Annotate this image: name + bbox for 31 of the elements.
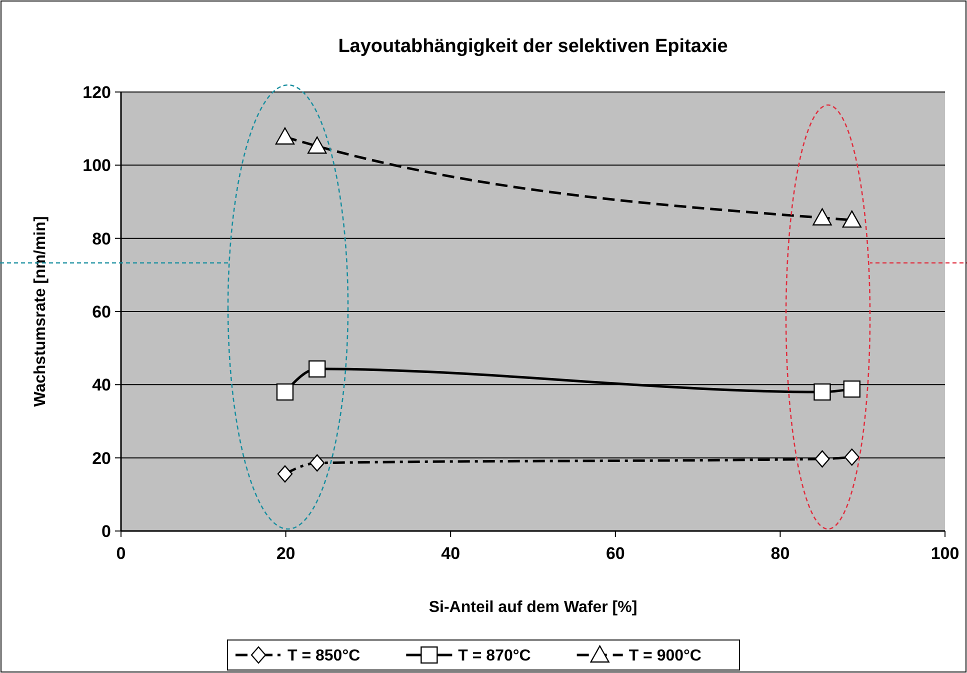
- point: [843, 380, 860, 398]
- point: [308, 360, 326, 378]
- point: [276, 383, 294, 401]
- point: [842, 210, 862, 228]
- point: [308, 136, 327, 154]
- x-tick-label: 100: [930, 544, 960, 563]
- y-tick-label: 60: [92, 302, 111, 322]
- y-tick-label: 120: [82, 82, 111, 102]
- y-tick-label: 100: [82, 156, 111, 176]
- y-tick-label: 40: [92, 376, 111, 395]
- legend-label: T = 850°C: [288, 648, 361, 665]
- point: [310, 454, 325, 472]
- x-tick-label: 0: [116, 544, 126, 563]
- point: [844, 448, 860, 466]
- legend-label: T = 870°C: [458, 648, 532, 665]
- point: [814, 450, 830, 468]
- point: [814, 383, 831, 401]
- y-axis-title: Wachstumsrate [nm/min]: [32, 216, 49, 407]
- chart-title: Layoutabhängigkeit der selektiven Epitaxie: [338, 36, 728, 57]
- y-tick-label: 80: [92, 229, 111, 248]
- legend-label: T = 900°C: [628, 648, 702, 665]
- point: [275, 127, 295, 145]
- y-tick-label: 20: [92, 448, 111, 468]
- x-axis-title: Si-Anteil auf dem Wafer [%]: [428, 599, 638, 616]
- x-tick-label: 80: [770, 544, 790, 563]
- point: [812, 208, 832, 226]
- x-tick-label: 60: [606, 544, 625, 563]
- x-tick-label: 40: [441, 544, 460, 563]
- x-tick-label: 20: [276, 544, 296, 563]
- point: [277, 465, 293, 483]
- y-tick-label: 0: [102, 522, 111, 541]
